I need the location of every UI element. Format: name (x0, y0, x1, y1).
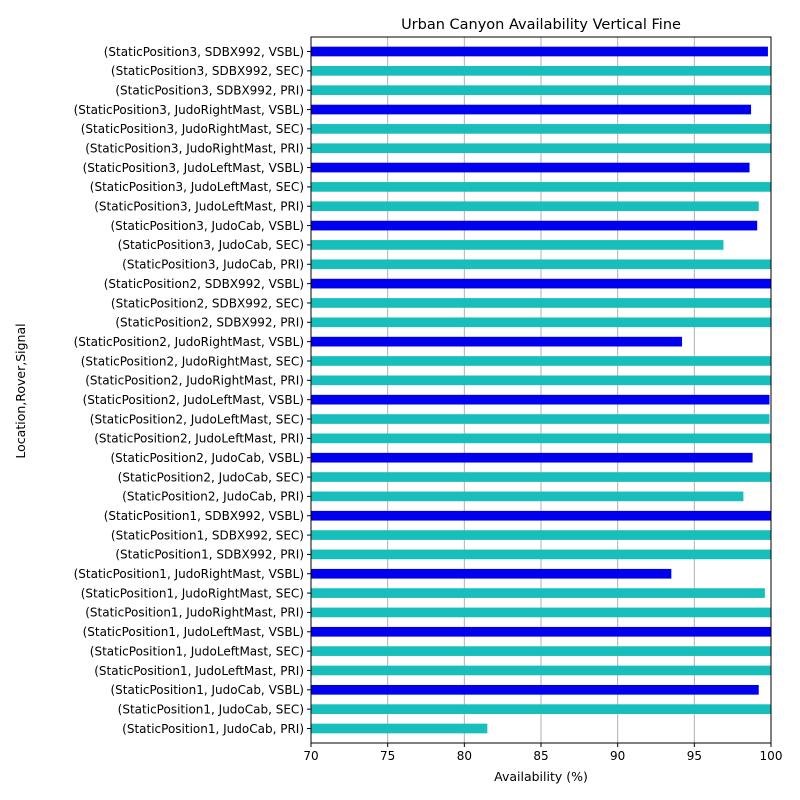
bar (311, 472, 771, 482)
y-tick-label: (StaticPosition1, JudoLeftMast, VSBL) (83, 625, 304, 639)
y-tick-label: (StaticPosition3, JudoCab, SEC) (118, 238, 304, 252)
bar (311, 104, 752, 115)
y-tick-label: (StaticPosition2, JudoCab, SEC) (118, 470, 304, 484)
bar (311, 568, 672, 579)
x-tick-label: 85 (533, 749, 548, 763)
bar (311, 298, 771, 308)
bar (311, 85, 771, 96)
y-tick-label: (StaticPosition2, JudoLeftMast, VSBL) (83, 393, 304, 407)
bar (311, 646, 771, 656)
bar (311, 278, 771, 289)
y-tick-label: (StaticPosition3, JudoLeftMast, SEC) (90, 180, 304, 194)
bar (311, 665, 771, 676)
bar (311, 530, 771, 540)
bar (311, 375, 771, 386)
y-tick-label: (StaticPosition1, JudoCab, SEC) (118, 702, 304, 716)
bar (311, 491, 744, 502)
x-tick-label: 75 (380, 749, 395, 763)
bar (311, 607, 771, 618)
bar (311, 356, 771, 366)
y-tick-label: (StaticPosition3, JudoLeftMast, PRI) (94, 200, 304, 214)
y-tick-label: (StaticPosition1, JudoRightMast, PRI) (85, 606, 304, 620)
x-tick-label: 70 (303, 749, 318, 763)
chart-title: Urban Canyon Availability Vertical Fine (401, 17, 681, 33)
bar (311, 143, 771, 154)
bar (311, 433, 771, 444)
y-tick-label: (StaticPosition1, JudoCab, VSBL) (111, 683, 305, 697)
bar (311, 220, 758, 231)
bar (311, 588, 765, 598)
y-tick-label: (StaticPosition3, JudoLeftMast, VSBL) (83, 161, 304, 175)
bar (311, 452, 753, 463)
y-tick-label: (StaticPosition2, JudoRightMast, PRI) (85, 374, 304, 388)
y-tick-label: (StaticPosition2, SDBX992, SEC) (111, 296, 304, 310)
bar (311, 317, 771, 328)
x-tick-label: 90 (610, 749, 625, 763)
bar (311, 201, 759, 212)
x-tick-label: 100 (760, 749, 783, 763)
bar (311, 723, 488, 734)
y-tick-label: (StaticPosition1, JudoLeftMast, PRI) (94, 664, 304, 678)
bar (311, 182, 771, 192)
y-tick-label: (StaticPosition3, JudoRightMast, VSBL) (74, 103, 304, 117)
y-tick-label: (StaticPosition2, SDBX992, PRI) (115, 316, 304, 330)
y-tick-label: (StaticPosition3, SDBX992, VSBL) (104, 45, 304, 59)
bar (311, 336, 683, 347)
y-tick-label: (StaticPosition3, JudoCab, VSBL) (111, 219, 305, 233)
y-tick-label: (StaticPosition3, SDBX992, PRI) (115, 83, 304, 97)
bars (311, 46, 771, 734)
y-tick-label: (StaticPosition2, JudoCab, VSBL) (111, 451, 305, 465)
y-tick-label: (StaticPosition1, SDBX992, VSBL) (104, 509, 304, 523)
y-tick-label: (StaticPosition3, SDBX992, SEC) (111, 64, 304, 78)
y-tick-label: (StaticPosition1, JudoLeftMast, SEC) (90, 644, 304, 658)
bar (311, 240, 724, 250)
y-tick-label: (StaticPosition3, JudoRightMast, PRI) (85, 142, 304, 156)
bar (311, 414, 770, 424)
bar (311, 46, 768, 57)
y-tick-label: (StaticPosition1, JudoRightMast, SEC) (81, 586, 304, 600)
y-tick-label: (StaticPosition2, JudoLeftMast, PRI) (94, 432, 304, 446)
y-tick-label: (StaticPosition1, JudoCab, PRI) (122, 722, 304, 736)
plot-frame (310, 36, 772, 744)
x-ticks: 70 75 80 85 90 95 100 (303, 743, 782, 763)
bar (311, 394, 770, 405)
bar (311, 684, 759, 695)
y-axis-label: Location,Rover,Signal (13, 323, 28, 458)
bar (311, 259, 771, 270)
y-tick-label: (StaticPosition1, SDBX992, PRI) (115, 548, 304, 562)
x-axis-label: Availability (%) (494, 769, 588, 784)
y-tick-labels: (StaticPosition1, JudoCab, PRI) (StaticPo… (74, 45, 311, 736)
bar (311, 626, 771, 637)
y-tick-label: (StaticPosition2, JudoCab, PRI) (122, 490, 304, 504)
x-tick-label: 80 (457, 749, 472, 763)
bar (311, 124, 771, 134)
y-tick-label: (StaticPosition2, JudoRightMast, SEC) (81, 354, 304, 368)
bar (311, 66, 771, 76)
y-tick-label: (StaticPosition1, SDBX992, SEC) (111, 528, 304, 542)
bar (311, 549, 771, 560)
x-tick-label: 95 (687, 749, 702, 763)
bar (311, 704, 771, 714)
bar (311, 510, 771, 521)
y-tick-label: (StaticPosition2, JudoLeftMast, SEC) (90, 412, 304, 426)
y-tick-label: (StaticPosition1, JudoRightMast, VSBL) (74, 567, 304, 581)
y-tick-label: (StaticPosition3, JudoRightMast, SEC) (81, 122, 304, 136)
bar (311, 162, 750, 173)
y-tick-label: (StaticPosition3, JudoCab, PRI) (122, 258, 304, 272)
y-tick-label: (StaticPosition2, SDBX992, VSBL) (104, 277, 304, 291)
y-tick-label: (StaticPosition2, JudoRightMast, VSBL) (74, 335, 304, 349)
